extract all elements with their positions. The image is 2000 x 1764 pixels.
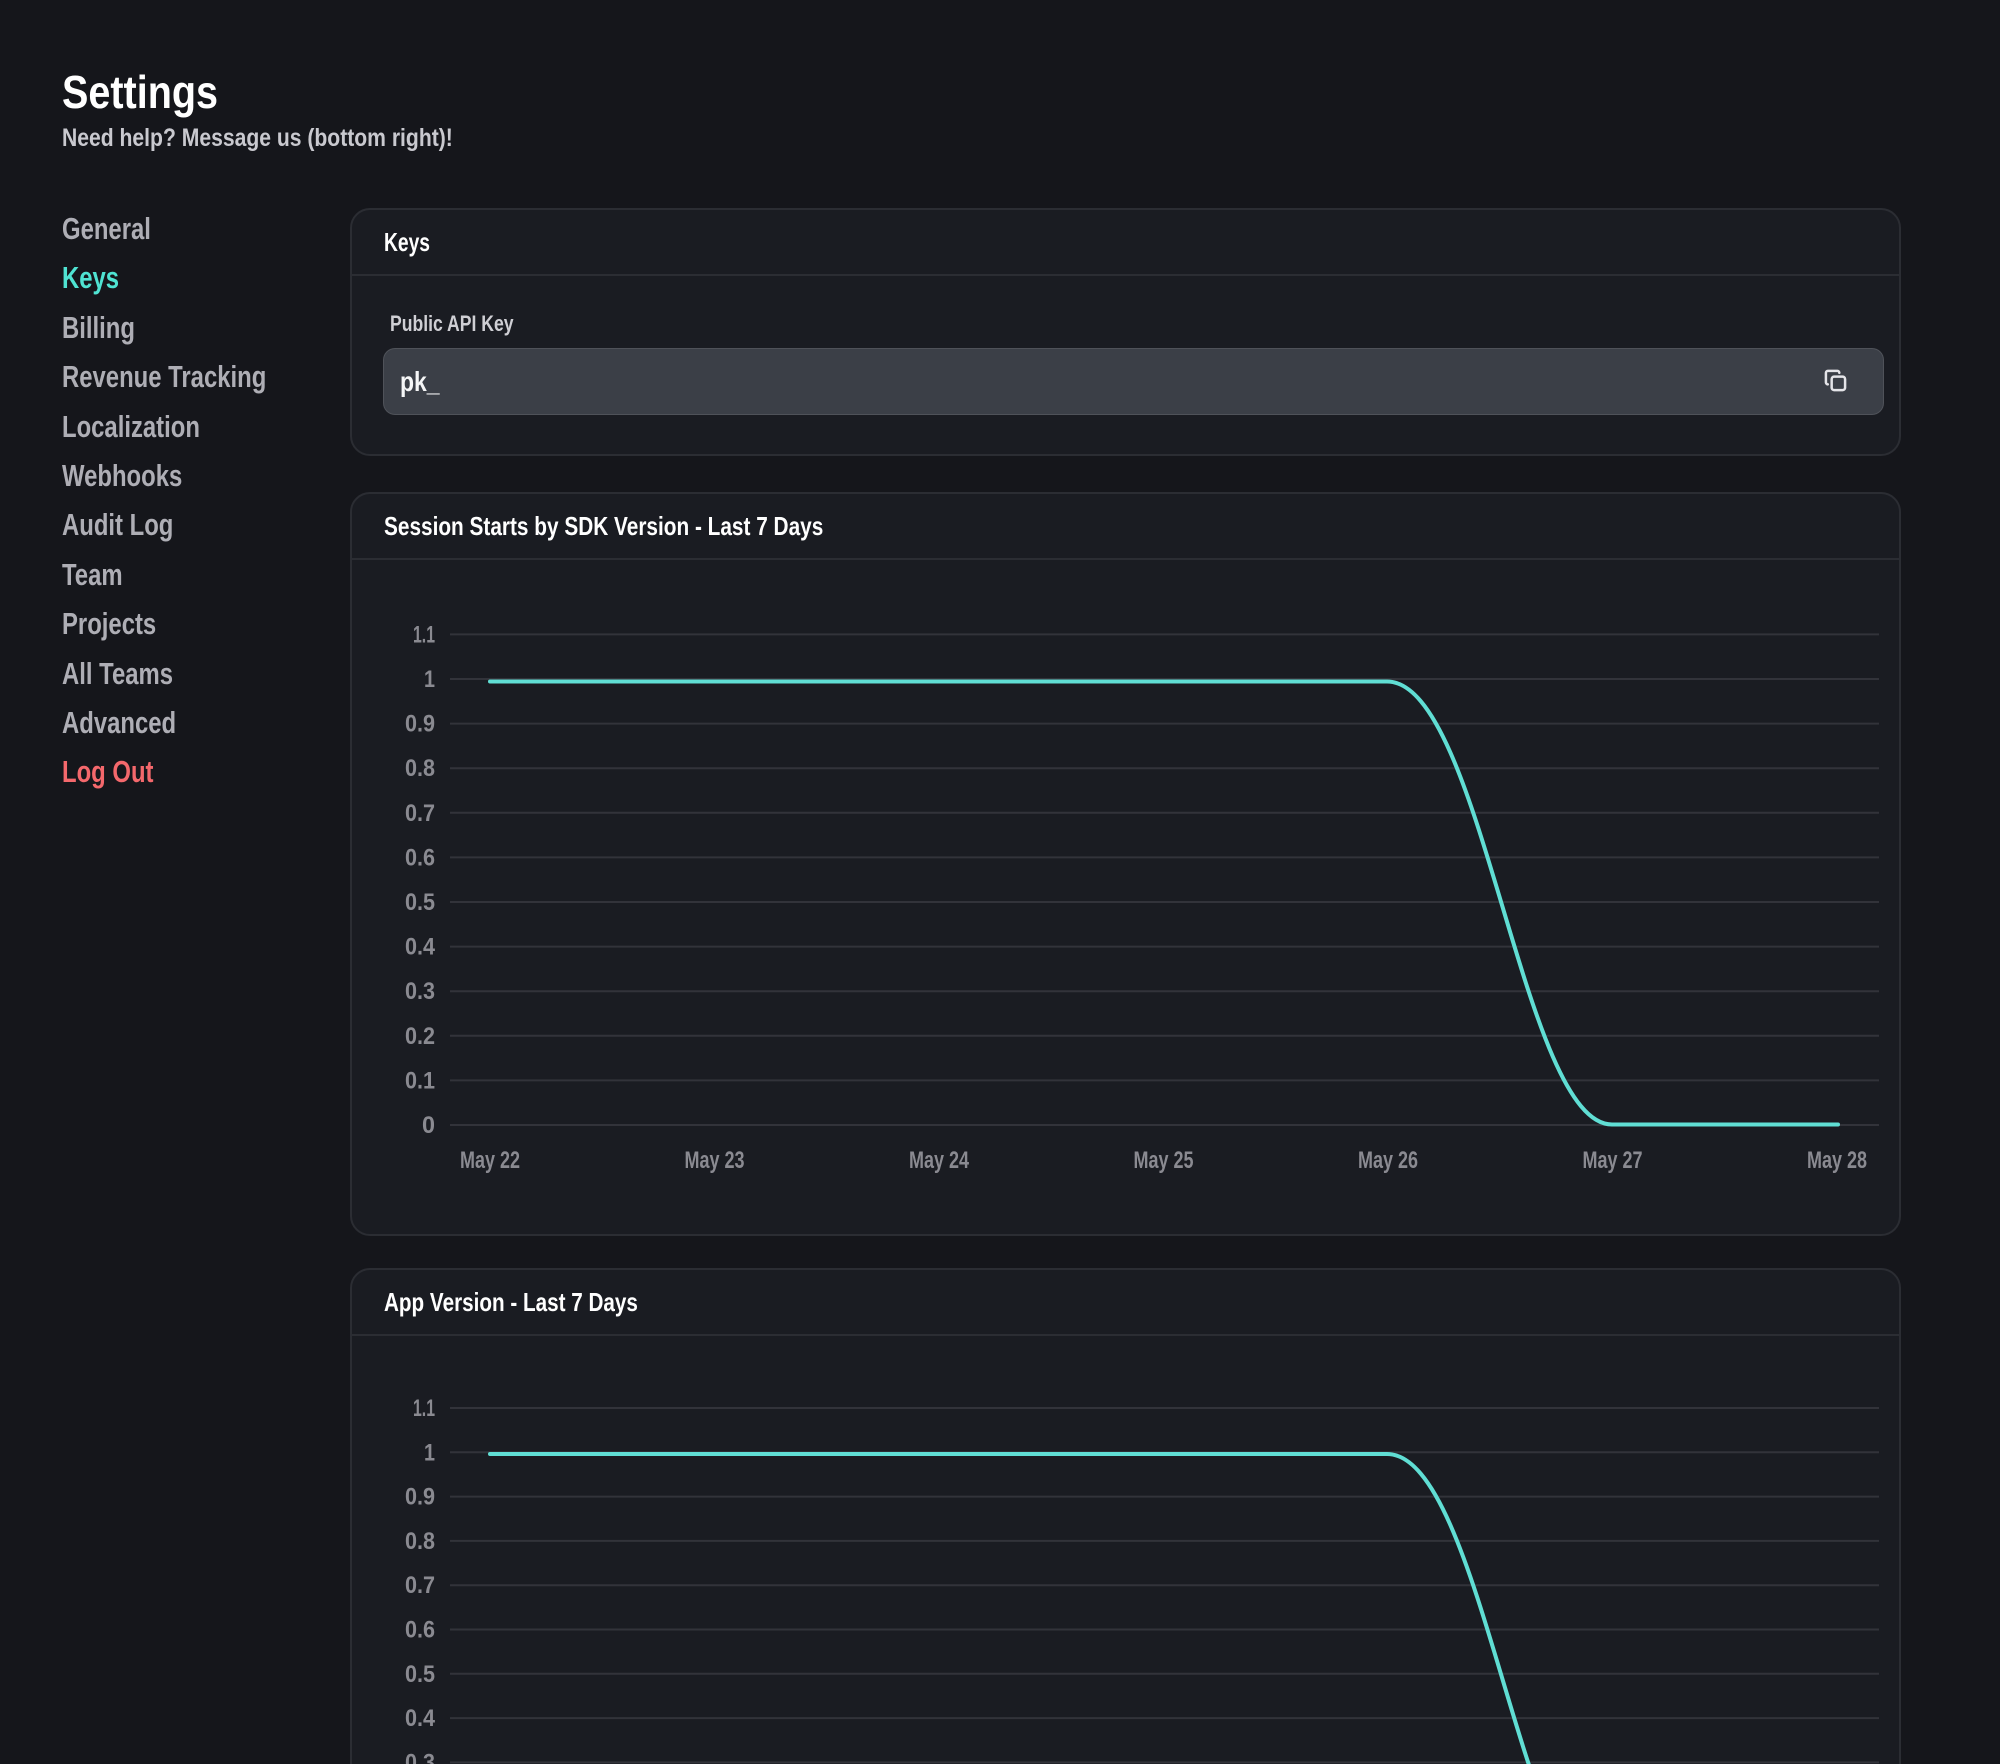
svg-text:0.6: 0.6 — [405, 1617, 435, 1644]
svg-text:May 27: May 27 — [1583, 1147, 1643, 1174]
svg-text:0.7: 0.7 — [405, 1572, 435, 1599]
svg-text:0.4: 0.4 — [405, 1705, 436, 1732]
svg-text:0.7: 0.7 — [405, 800, 435, 827]
svg-text:0.9: 0.9 — [405, 711, 435, 738]
svg-text:May 22: May 22 — [460, 1147, 520, 1174]
svg-text:1.1: 1.1 — [413, 1395, 435, 1422]
svg-text:1: 1 — [424, 1439, 435, 1466]
svg-text:0.2: 0.2 — [405, 1023, 435, 1050]
svg-text:May 23: May 23 — [685, 1147, 745, 1174]
svg-text:0.4: 0.4 — [405, 934, 436, 961]
svg-text:1: 1 — [424, 666, 435, 693]
svg-text:0.8: 0.8 — [405, 1528, 435, 1555]
svg-text:0: 0 — [422, 1112, 435, 1139]
svg-text:0.6: 0.6 — [405, 844, 435, 871]
svg-text:May 25: May 25 — [1134, 1147, 1194, 1174]
svg-text:0.9: 0.9 — [405, 1484, 435, 1511]
svg-text:May 24: May 24 — [909, 1147, 969, 1174]
svg-text:0.3: 0.3 — [405, 1749, 435, 1764]
svg-text:1.1: 1.1 — [413, 621, 435, 648]
svg-text:0.5: 0.5 — [405, 889, 435, 916]
svg-text:May 28: May 28 — [1807, 1147, 1867, 1174]
svg-text:May 26: May 26 — [1358, 1147, 1418, 1174]
svg-text:0.3: 0.3 — [405, 978, 435, 1005]
svg-text:0.1: 0.1 — [405, 1067, 435, 1094]
svg-text:0.8: 0.8 — [405, 755, 435, 782]
svg-text:0.5: 0.5 — [405, 1661, 435, 1688]
